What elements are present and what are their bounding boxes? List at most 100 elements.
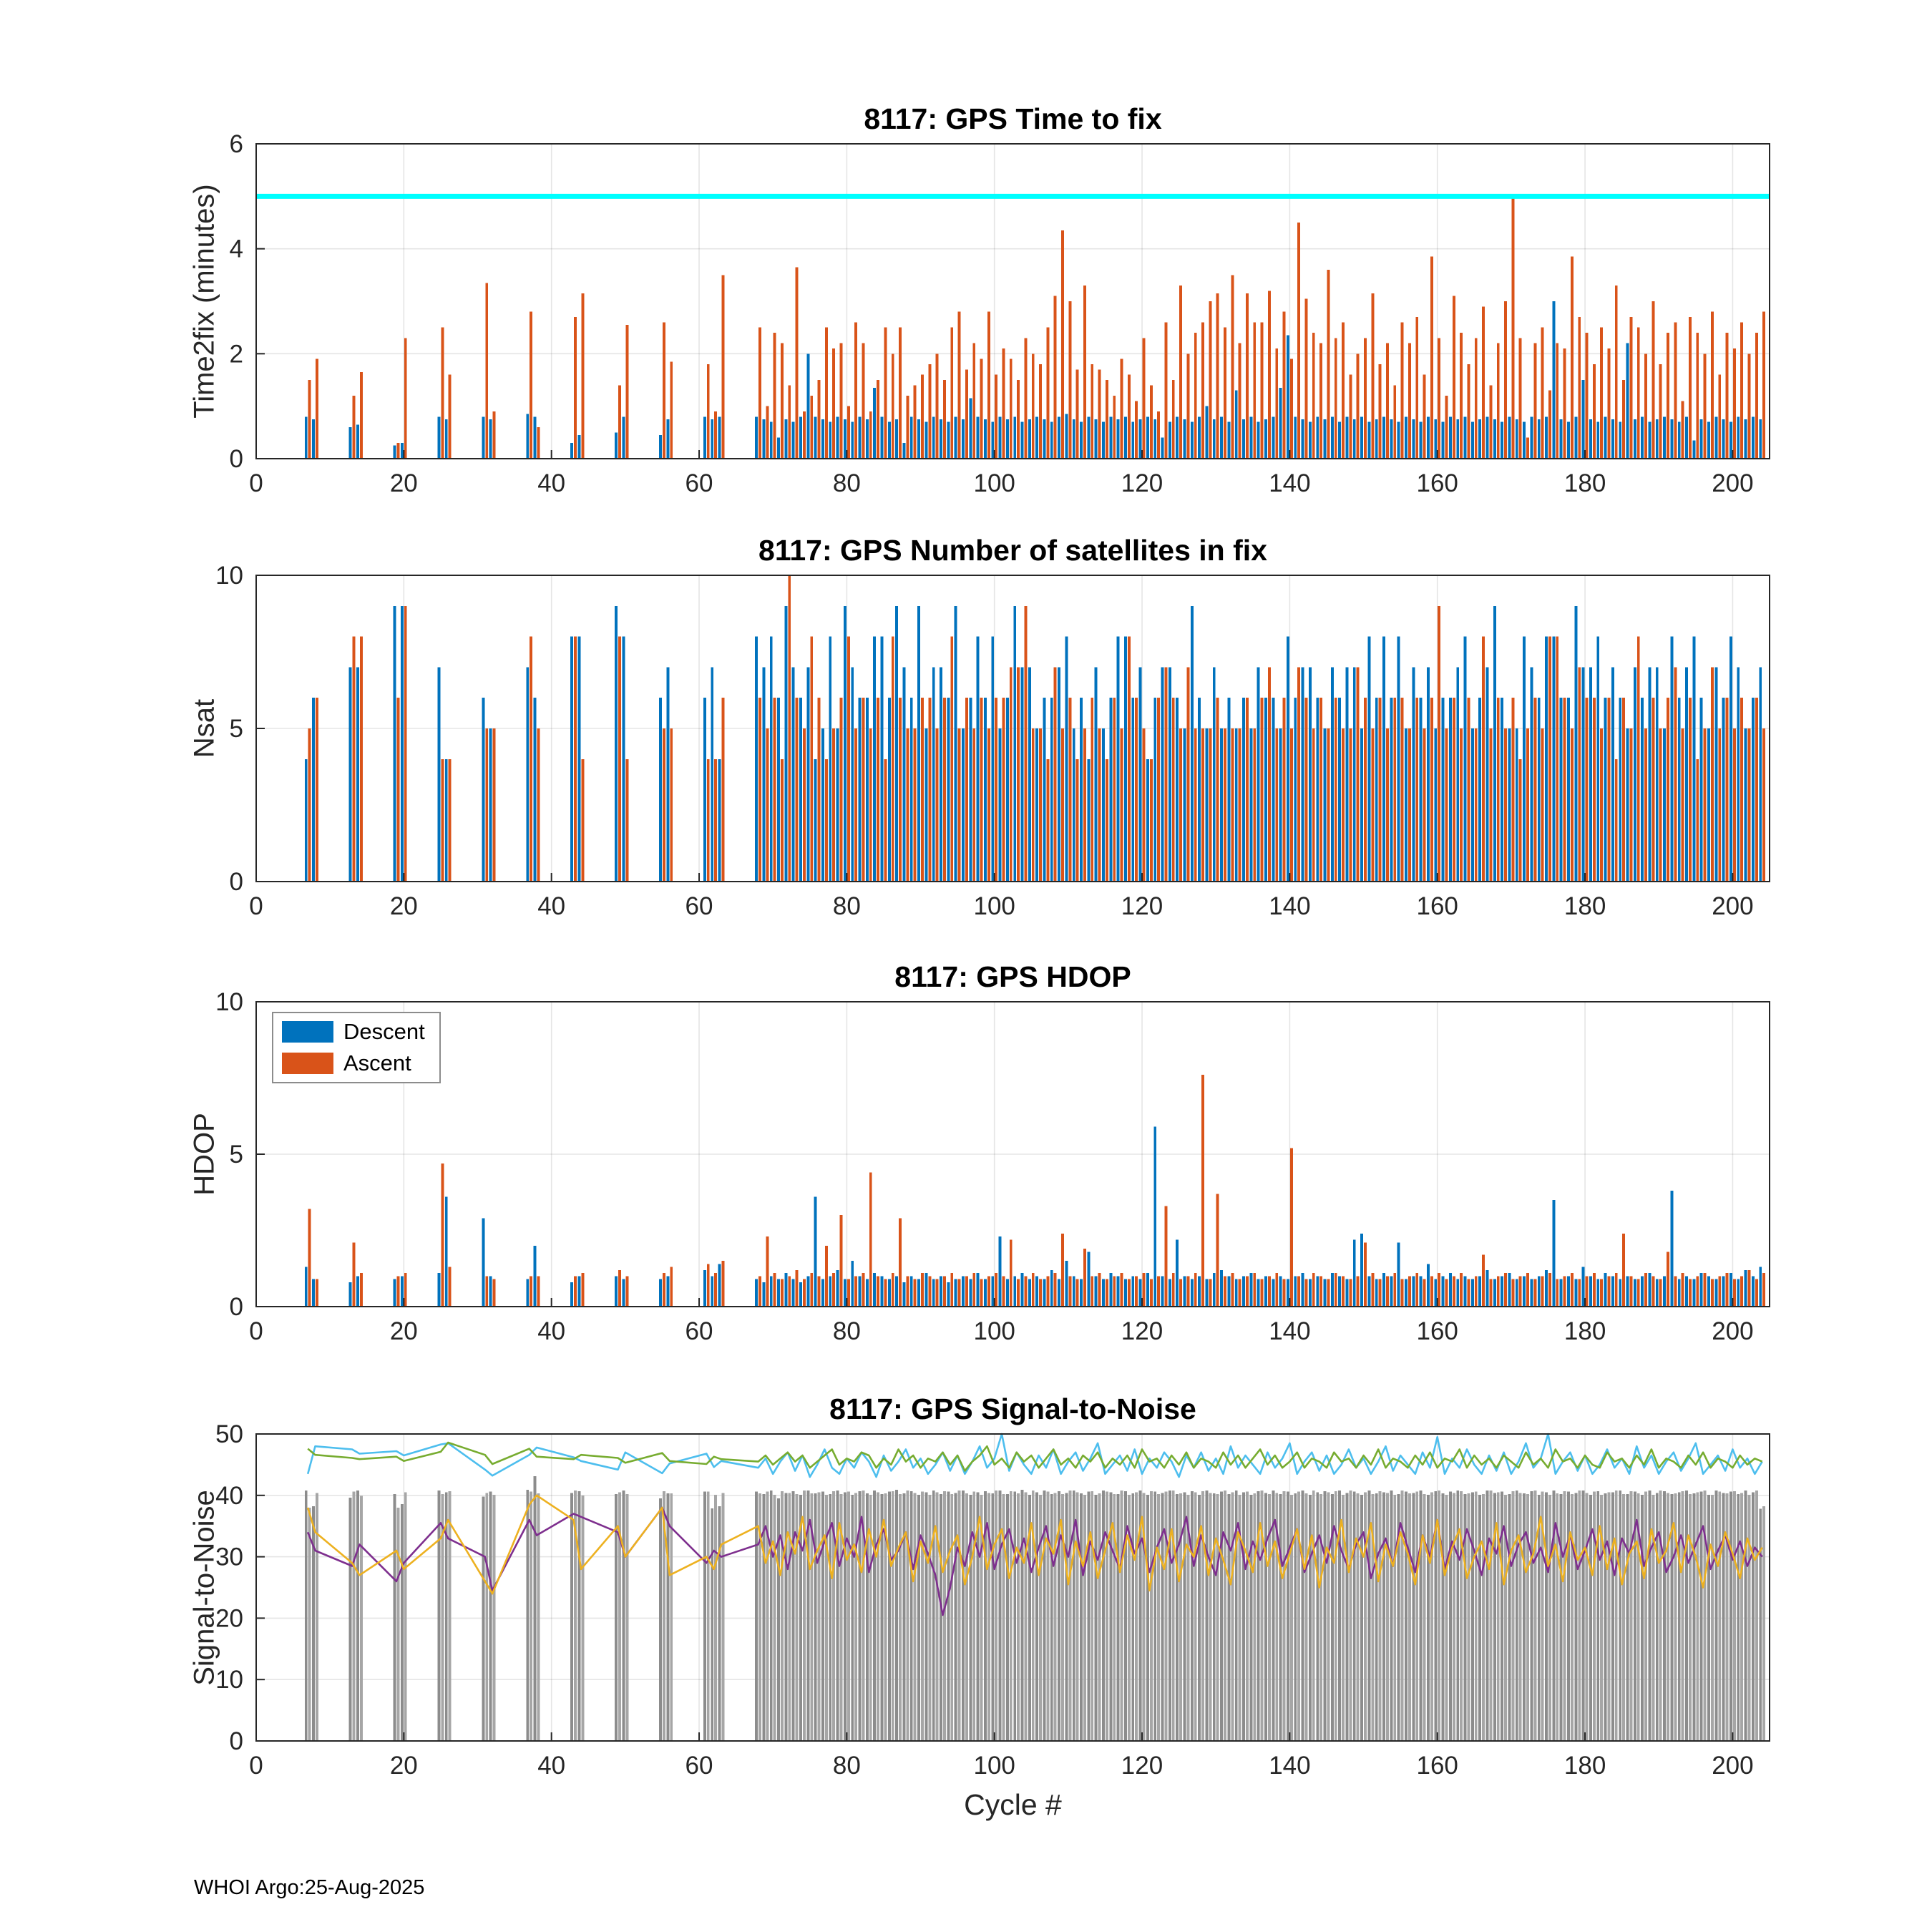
y-tick-label: 10	[215, 1666, 243, 1694]
tick-marks	[255, 1433, 1734, 1742]
y-tick-label: 5	[230, 715, 243, 743]
x-tick-label: 40	[537, 1317, 565, 1345]
x-tick-label: 200	[1712, 1752, 1753, 1780]
x-tick-label: 60	[686, 1752, 713, 1780]
y-tick-label: 50	[215, 1420, 243, 1448]
x-tick-label: 100	[973, 469, 1015, 497]
descent-label: Descent	[343, 1019, 425, 1044]
tick-labels: 0 20 40 60 80 100 120 140 160 180 200 0 5 10	[215, 988, 1754, 1345]
y-tick-label: 40	[215, 1482, 243, 1510]
tick-marks	[255, 143, 1734, 459]
descent-color-swatch	[282, 1021, 333, 1043]
y-tick-label: 0	[230, 1293, 243, 1321]
snr-line-2	[307, 1441, 1763, 1472]
y-tick-label: 10	[215, 988, 243, 1016]
tick-labels: 0 20 40 60 80 100 120 140 160 180 200 0 2 4 6	[230, 130, 1754, 497]
tick-labels: 0 20 40 60 80 100 120 140 160 180 200 0 5 10	[215, 562, 1754, 920]
x-tick-label: 80	[833, 1317, 861, 1345]
legend-entry-descent: Descent	[282, 1019, 425, 1045]
snr-bars-descent	[304, 1476, 1762, 1741]
snr-line-1	[306, 1433, 1763, 1478]
snr-plot-area: 0 20 40 60 80 100 120 140 160 180 200 0 10 20 30 40 50	[215, 1420, 1770, 1780]
y-tick-label: 6	[230, 130, 243, 158]
x-tick-label: 20	[390, 1752, 418, 1780]
x-tick-label: 20	[390, 1317, 418, 1345]
y-tick-label: 2	[230, 340, 243, 368]
x-tick-label: 120	[1121, 1317, 1163, 1345]
nsat-bars-ascent	[308, 575, 1766, 882]
x-tick-label: 0	[249, 1317, 263, 1345]
x-tick-label: 100	[973, 1317, 1015, 1345]
nsat-plot-area: 0 20 40 60 80 100 120 140 160 180 200 0 5 10	[215, 562, 1770, 920]
x-tick-label: 160	[1416, 1752, 1458, 1780]
legend: Descent Ascent	[272, 1012, 441, 1083]
hdop-canvas: 0 20 40 60 80 100 120 140 160 180 200 0 5 10	[215, 988, 1770, 1345]
y-tick-label: 0	[230, 1727, 243, 1755]
x-tick-label: 180	[1564, 1317, 1606, 1345]
x-tick-label: 60	[686, 469, 713, 497]
x-tick-label: 160	[1416, 469, 1458, 497]
x-tick-label: 60	[686, 892, 713, 920]
nsat-bars-descent	[304, 605, 1762, 882]
time2fix-bars-ascent	[308, 196, 1766, 459]
hdop-plot-area: 0 20 40 60 80 100 120 140 160 180 200 0 5 10	[215, 988, 1770, 1345]
x-tick-label: 80	[833, 1752, 861, 1780]
x-tick-label: 140	[1269, 469, 1310, 497]
y-tick-label: 0	[230, 445, 243, 473]
nsat-plot: 8117: GPS Number of satellites in fix Ns…	[189, 534, 1770, 920]
x-tick-label: 140	[1269, 1752, 1310, 1780]
x-tick-label: 40	[537, 469, 565, 497]
x-tick-label: 160	[1416, 892, 1458, 920]
axes-box	[255, 143, 1770, 459]
x-tick-label: 180	[1564, 892, 1606, 920]
x-tick-label: 140	[1269, 892, 1310, 920]
x-tick-label: 80	[833, 469, 861, 497]
x-tick-label: 40	[537, 1752, 565, 1780]
x-tick-label: 60	[686, 1317, 713, 1345]
x-tick-label: 120	[1121, 892, 1163, 920]
snr-bars-ascent	[308, 1490, 1766, 1741]
x-tick-label: 80	[833, 892, 861, 920]
nsat-title: 8117: GPS Number of satellites in fix	[758, 534, 1267, 567]
snr-canvas: 0 20 40 60 80 100 120 140 160 180 200 0 10 20 30 40 50	[215, 1420, 1770, 1780]
hdop-bars-descent	[304, 1126, 1762, 1307]
y-tick-label: 5	[230, 1141, 243, 1169]
time2fix-canvas: 0 20 40 60 80 100 120 140 160 180 200 0 2 4 6	[230, 130, 1770, 497]
nsat-canvas: 0 20 40 60 80 100 120 140 160 180 200 0 5 10	[215, 562, 1770, 920]
y-tick-label: 20	[215, 1604, 243, 1632]
axes-box	[255, 1433, 1770, 1742]
ascent-color-swatch	[282, 1053, 333, 1074]
footer-text: WHOI Argo:25-Aug-2025	[194, 1876, 425, 1899]
x-tick-label: 140	[1269, 1317, 1310, 1345]
x-tick-label: 0	[249, 892, 263, 920]
x-tick-label: 0	[249, 469, 263, 497]
x-tick-label: 100	[973, 1752, 1015, 1780]
time2fix-bars-descent	[304, 301, 1762, 459]
hdop-title: 8117: GPS HDOP	[894, 960, 1131, 993]
snr-plot: 8117: GPS Signal-to-Noise Signal-to-Nois…	[189, 1392, 1770, 1821]
snr-title: 8117: GPS Signal-to-Noise	[829, 1392, 1196, 1425]
y-tick-label: 30	[215, 1543, 243, 1571]
x-tick-label: 200	[1712, 892, 1753, 920]
x-tick-label: 180	[1564, 1752, 1606, 1780]
x-tick-label: 180	[1564, 469, 1606, 497]
tick-marks	[255, 575, 1734, 882]
snr-line-4	[306, 1494, 1763, 1595]
x-tick-label: 200	[1712, 1317, 1753, 1345]
snr-line-3	[306, 1506, 1763, 1616]
y-tick-label: 0	[230, 868, 243, 896]
y-tick-label: 10	[215, 562, 243, 590]
hdop-plot: 8117: GPS HDOP HDOP 0 20 40 60 80 100 120 140 16…	[189, 960, 1770, 1345]
hdop-bars-ascent	[308, 1075, 1766, 1307]
tick-marks	[255, 1001, 1734, 1307]
ascent-label: Ascent	[343, 1050, 411, 1075]
x-tick-label: 120	[1121, 469, 1163, 497]
x-tick-label: 0	[249, 1752, 263, 1780]
grid-lines	[256, 1002, 1770, 1307]
x-tick-label: 200	[1712, 469, 1753, 497]
x-tick-label: 40	[537, 892, 565, 920]
x-tick-label: 20	[390, 469, 418, 497]
y-tick-label: 4	[230, 235, 243, 263]
time2fix-plot: 8117: GPS Time to fix Time2fix (minutes)…	[189, 102, 1770, 497]
